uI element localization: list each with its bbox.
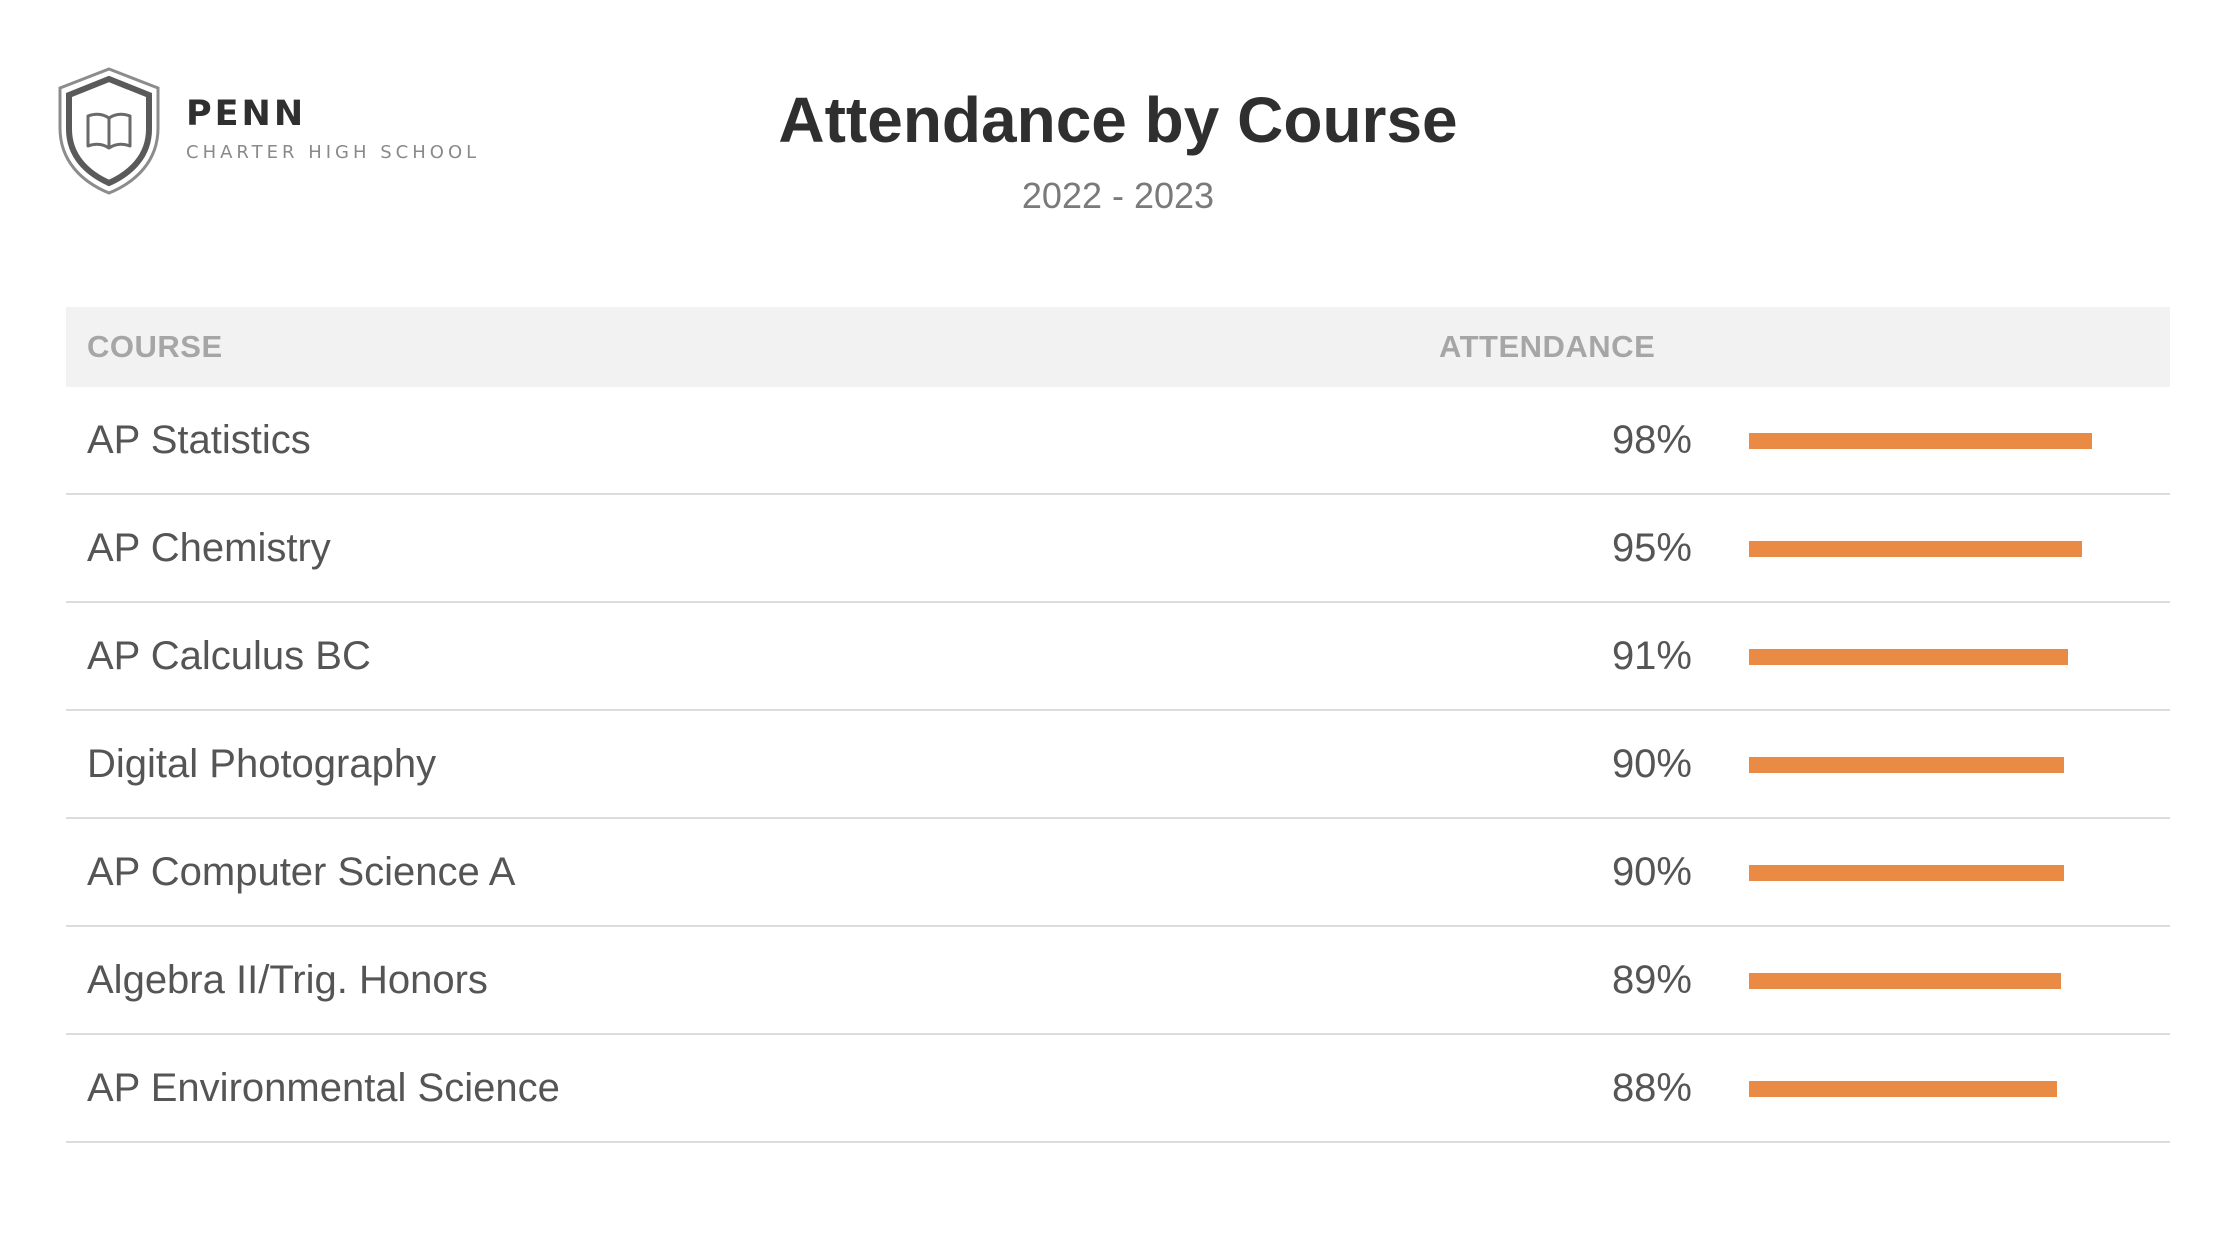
table-row: AP Environmental Science 88% (66, 1035, 2170, 1143)
table-row: Digital Photography 90% (66, 711, 2170, 819)
chart-title: Attendance by Course (778, 84, 1458, 156)
attendance-bar-track (1749, 433, 2099, 449)
table-row: Algebra II/Trig. Honors 89% (66, 927, 2170, 1035)
shield-book-icon (58, 67, 160, 195)
attendance-value: 91% (1611, 634, 1692, 678)
chart-subtitle: 2022 - 2023 (1021, 175, 1215, 216)
attendance-bar (1749, 649, 2068, 665)
column-header-course: COURSE (87, 329, 223, 364)
attendance-bar-track (1749, 865, 2099, 881)
attendance-bar (1749, 865, 2064, 881)
course-name: AP Calculus BC (87, 634, 371, 678)
school-subtitle: CHARTER HIGH SCHOOL (186, 141, 481, 163)
attendance-bar-track (1749, 649, 2099, 665)
attendance-bar-track (1749, 1081, 2099, 1097)
attendance-value: 95% (1611, 526, 1692, 570)
course-name: AP Statistics (87, 418, 311, 462)
table-body: AP Statistics 98% AP Chemistry 95% AP Ca… (66, 387, 2170, 1143)
attendance-bar-track (1749, 973, 2099, 989)
column-header-attendance: ATTENDANCE (1439, 329, 1656, 364)
course-name: Algebra II/Trig. Honors (87, 958, 488, 1002)
attendance-value: 98% (1611, 418, 1692, 462)
attendance-bar (1749, 973, 2061, 989)
attendance-bar-track (1749, 757, 2099, 773)
attendance-value: 88% (1611, 1066, 1692, 1110)
course-name: AP Environmental Science (87, 1066, 560, 1110)
attendance-bar (1749, 757, 2064, 773)
course-name: Digital Photography (87, 742, 437, 786)
course-name: AP Computer Science A (87, 850, 516, 894)
attendance-table: COURSE ATTENDANCE AP Statistics 98% AP C… (66, 307, 2170, 1143)
attendance-bar (1749, 541, 2082, 557)
table-row: AP Computer Science A 90% (66, 819, 2170, 927)
table-row: AP Calculus BC 91% (66, 603, 2170, 711)
attendance-value: 90% (1611, 742, 1692, 786)
attendance-value: 90% (1611, 850, 1692, 894)
attendance-bar-track (1749, 541, 2099, 557)
attendance-bar (1749, 433, 2092, 449)
school-logo: PENN CHARTER HIGH SCHOOL (56, 66, 480, 196)
table-row: AP Chemistry 95% (66, 495, 2170, 603)
school-name: PENN (186, 93, 307, 134)
attendance-bar (1749, 1081, 2057, 1097)
table-header: COURSE ATTENDANCE (66, 307, 2170, 387)
course-name: AP Chemistry (87, 526, 331, 570)
attendance-value: 89% (1611, 958, 1692, 1002)
table-row: AP Statistics 98% (66, 387, 2170, 495)
